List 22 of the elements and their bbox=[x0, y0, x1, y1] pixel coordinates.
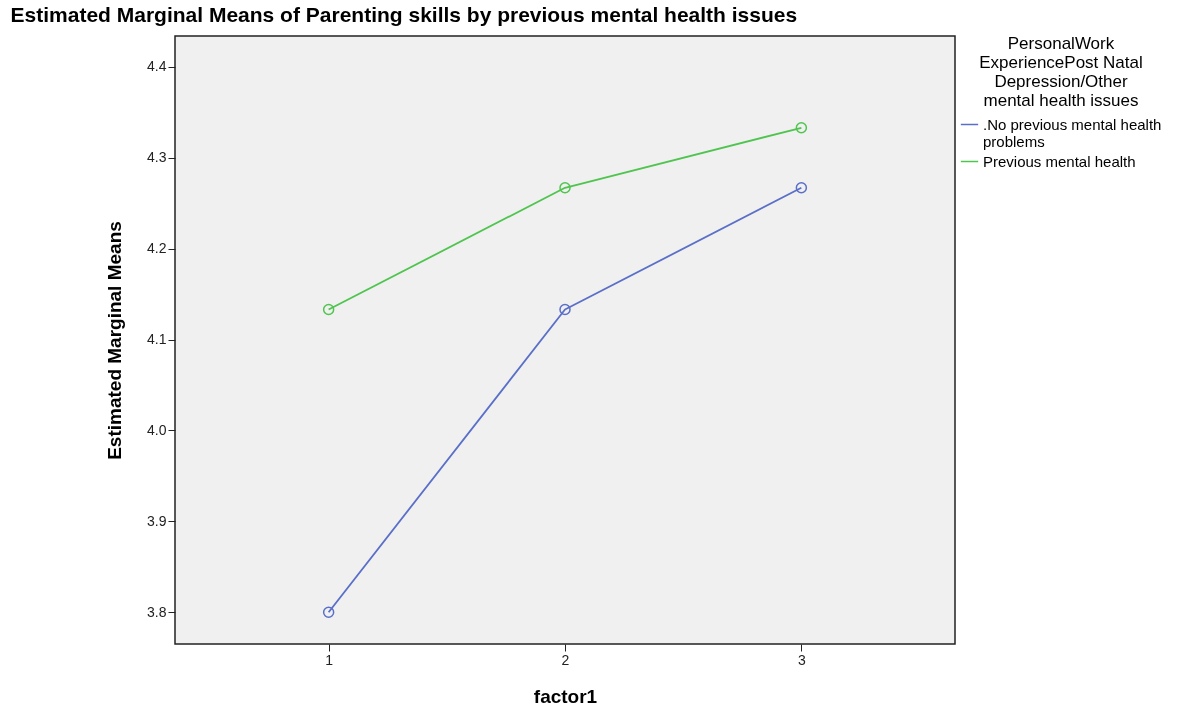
y-tick-label: 4.0 bbox=[147, 421, 167, 438]
point bbox=[795, 122, 808, 134]
legend-label: Previous mental health bbox=[983, 152, 1136, 170]
point bbox=[322, 303, 335, 316]
point bbox=[795, 182, 808, 194]
y-tick-label: 3.8 bbox=[147, 603, 167, 620]
x-tick-label: 3 bbox=[797, 651, 806, 668]
point bbox=[559, 182, 571, 194]
point bbox=[322, 606, 335, 618]
x-tick-label: 2 bbox=[561, 651, 570, 668]
legend-label: .No previous mental health problems bbox=[983, 115, 1162, 150]
y-tick-label: 4.4 bbox=[147, 58, 167, 75]
y-axis-title: Estimated Marginal Means bbox=[104, 221, 126, 460]
chart-title: Estimated Marginal Means of Parenting skills by previous mental health issues bbox=[10, 3, 798, 26]
x-axis-title: factor1 bbox=[533, 685, 598, 707]
y-tick-label: 4.3 bbox=[147, 149, 167, 166]
y-tick-label: 3.9 bbox=[147, 512, 167, 529]
legend-title: PersonalWork ExperiencePost Natal Depression/Other mental health issues bbox=[979, 34, 1143, 110]
y-tick-label: 4.2 bbox=[147, 240, 167, 257]
point bbox=[559, 303, 571, 316]
x-tick-label: 1 bbox=[325, 651, 334, 668]
y-tick-label: 4.1 bbox=[147, 331, 167, 348]
